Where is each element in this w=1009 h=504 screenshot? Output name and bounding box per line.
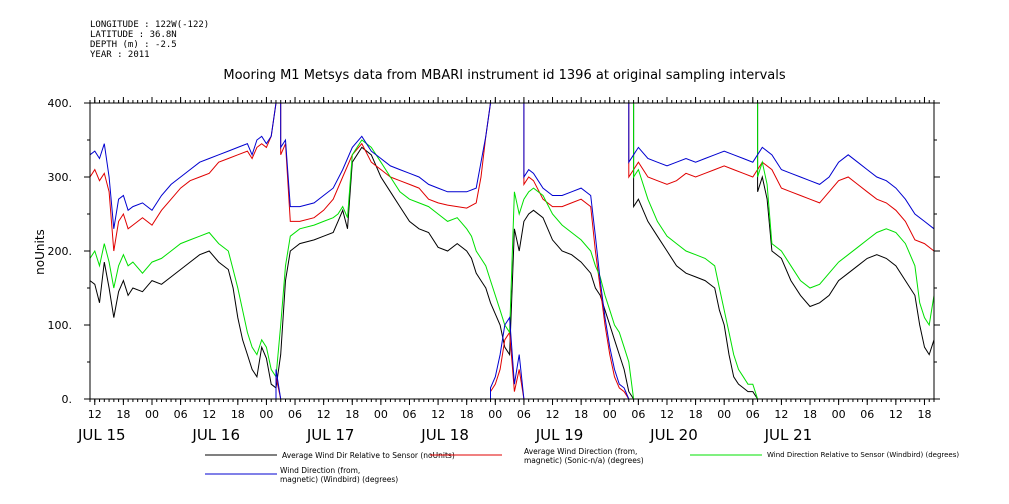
x-tick-label: 00: [374, 408, 388, 421]
x-tick-label: 06: [174, 408, 188, 421]
x-day-label: JUL 19: [535, 426, 584, 444]
y-tick-label: 400.: [48, 97, 73, 110]
legend-label-blue-2: magnetic) (Windbird) (degrees): [280, 475, 398, 484]
axes-layer: 0. 100. 200. 300. 400. 12 18 00 06 12 18 00 06 12 18 00…: [48, 97, 940, 444]
x-tick-label: 06: [860, 408, 874, 421]
chart-title: Mooring M1 Metsys data from MBARI instru…: [223, 68, 786, 83]
legend-label-red-1: Average Wind Direction (from,: [524, 447, 637, 456]
x-tick-label: 12: [317, 408, 331, 421]
x-day-label: JUL 21: [764, 426, 813, 444]
x-day-label: JUL 16: [191, 426, 240, 444]
x-tick-label: 12: [431, 408, 445, 421]
x-tick-label: 00: [488, 408, 502, 421]
x-tick-label: 12: [660, 408, 674, 421]
x-tick-label: 12: [546, 408, 560, 421]
x-tick-label: 00: [259, 408, 273, 421]
x-tick-label: 06: [517, 408, 531, 421]
x-tick-label: 12: [889, 408, 903, 421]
x-day-label: JUL 20: [649, 426, 698, 444]
y-tick-label: 200.: [48, 245, 73, 258]
legend: Average Wind Dir Relative to Sensor (noU…: [205, 447, 959, 484]
depth-text: DEPTH (m) : -2.5: [90, 40, 177, 50]
year-text: YEAR : 2011: [90, 50, 150, 60]
y-tick-label: 0.: [62, 393, 73, 406]
x-tick-label: 18: [917, 408, 931, 421]
x-tick-label: 12: [88, 408, 102, 421]
x-tick-label: 12: [202, 408, 216, 421]
y-axis-label: noUnits: [33, 229, 47, 275]
series-line-4: [89, 102, 935, 400]
series-line-1: [89, 103, 935, 400]
latitude-text: LATITUDE : 36.8N: [90, 30, 177, 40]
x-tick-label: 18: [345, 408, 359, 421]
x-tick-label: 18: [689, 408, 703, 421]
series-line-3: [89, 103, 935, 400]
y-tick-label: 100.: [48, 319, 73, 332]
x-tick-label: 06: [746, 408, 760, 421]
x-tick-label: 12: [774, 408, 788, 421]
legend-label-black: Average Wind Dir Relative to Sensor (noU…: [282, 451, 455, 460]
longitude-text: LONGITUDE : 122W(-122): [90, 20, 210, 30]
x-tick-label: 18: [116, 408, 130, 421]
x-tick-label: 00: [717, 408, 731, 421]
x-day-label: JUL 15: [77, 426, 126, 444]
x-tick-label: 18: [803, 408, 817, 421]
series-layer: [89, 102, 935, 400]
x-tick-label: 06: [288, 408, 302, 421]
x-tick-label: 18: [574, 408, 588, 421]
y-tick-label: 300.: [48, 171, 73, 184]
x-day-label: JUL 18: [420, 426, 469, 444]
legend-label-red-2: magnetic) (Sonic-n/a) (degrees): [524, 456, 644, 465]
x-day-label: JUL 17: [306, 426, 355, 444]
x-tick-label: 06: [631, 408, 645, 421]
x-tick-label: 18: [460, 408, 474, 421]
metadata-block: LONGITUDE : 122W(-122) LATITUDE : 36.8N …: [90, 20, 209, 60]
legend-label-blue-1: Wind Direction (from,: [280, 466, 360, 475]
x-tick-label: 00: [603, 408, 617, 421]
legend-label-green: Wind Direction Relative to Sensor (Windb…: [767, 451, 959, 459]
x-tick-label: 06: [402, 408, 416, 421]
x-tick-label: 00: [832, 408, 846, 421]
x-tick-label: 18: [231, 408, 245, 421]
x-tick-label: 00: [145, 408, 159, 421]
